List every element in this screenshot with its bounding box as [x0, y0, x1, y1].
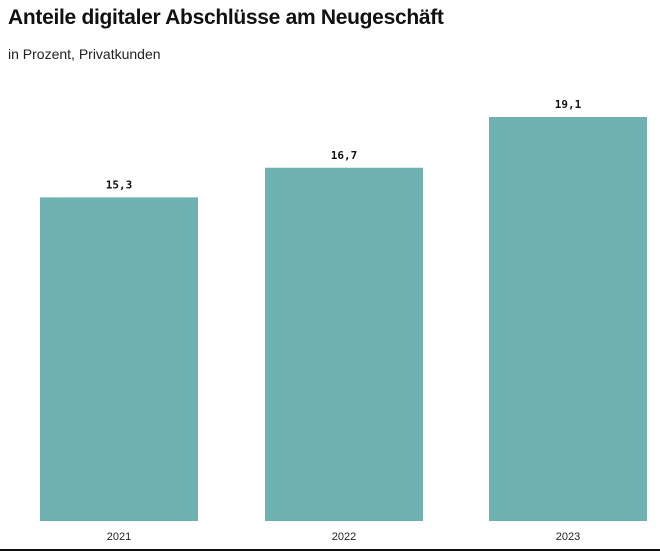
chart-title: Anteile digitaler Abschlüsse am Neugesch… — [8, 6, 444, 29]
bar-2021 — [40, 197, 198, 522]
bar-2023 — [489, 117, 647, 521]
chart-subtitle: in Prozent, Privatkunden — [8, 46, 161, 62]
x-tick-label-2022: 2022 — [332, 531, 356, 543]
bottom-divider — [0, 549, 660, 551]
x-tick-label-2021: 2021 — [107, 531, 131, 543]
x-tick-label-2023: 2023 — [556, 531, 580, 543]
bar-2022 — [265, 167, 423, 521]
value-label-2023: 19,1 — [555, 98, 582, 111]
value-label-2022: 16,7 — [331, 149, 358, 162]
value-label-2021: 15,3 — [106, 178, 133, 191]
